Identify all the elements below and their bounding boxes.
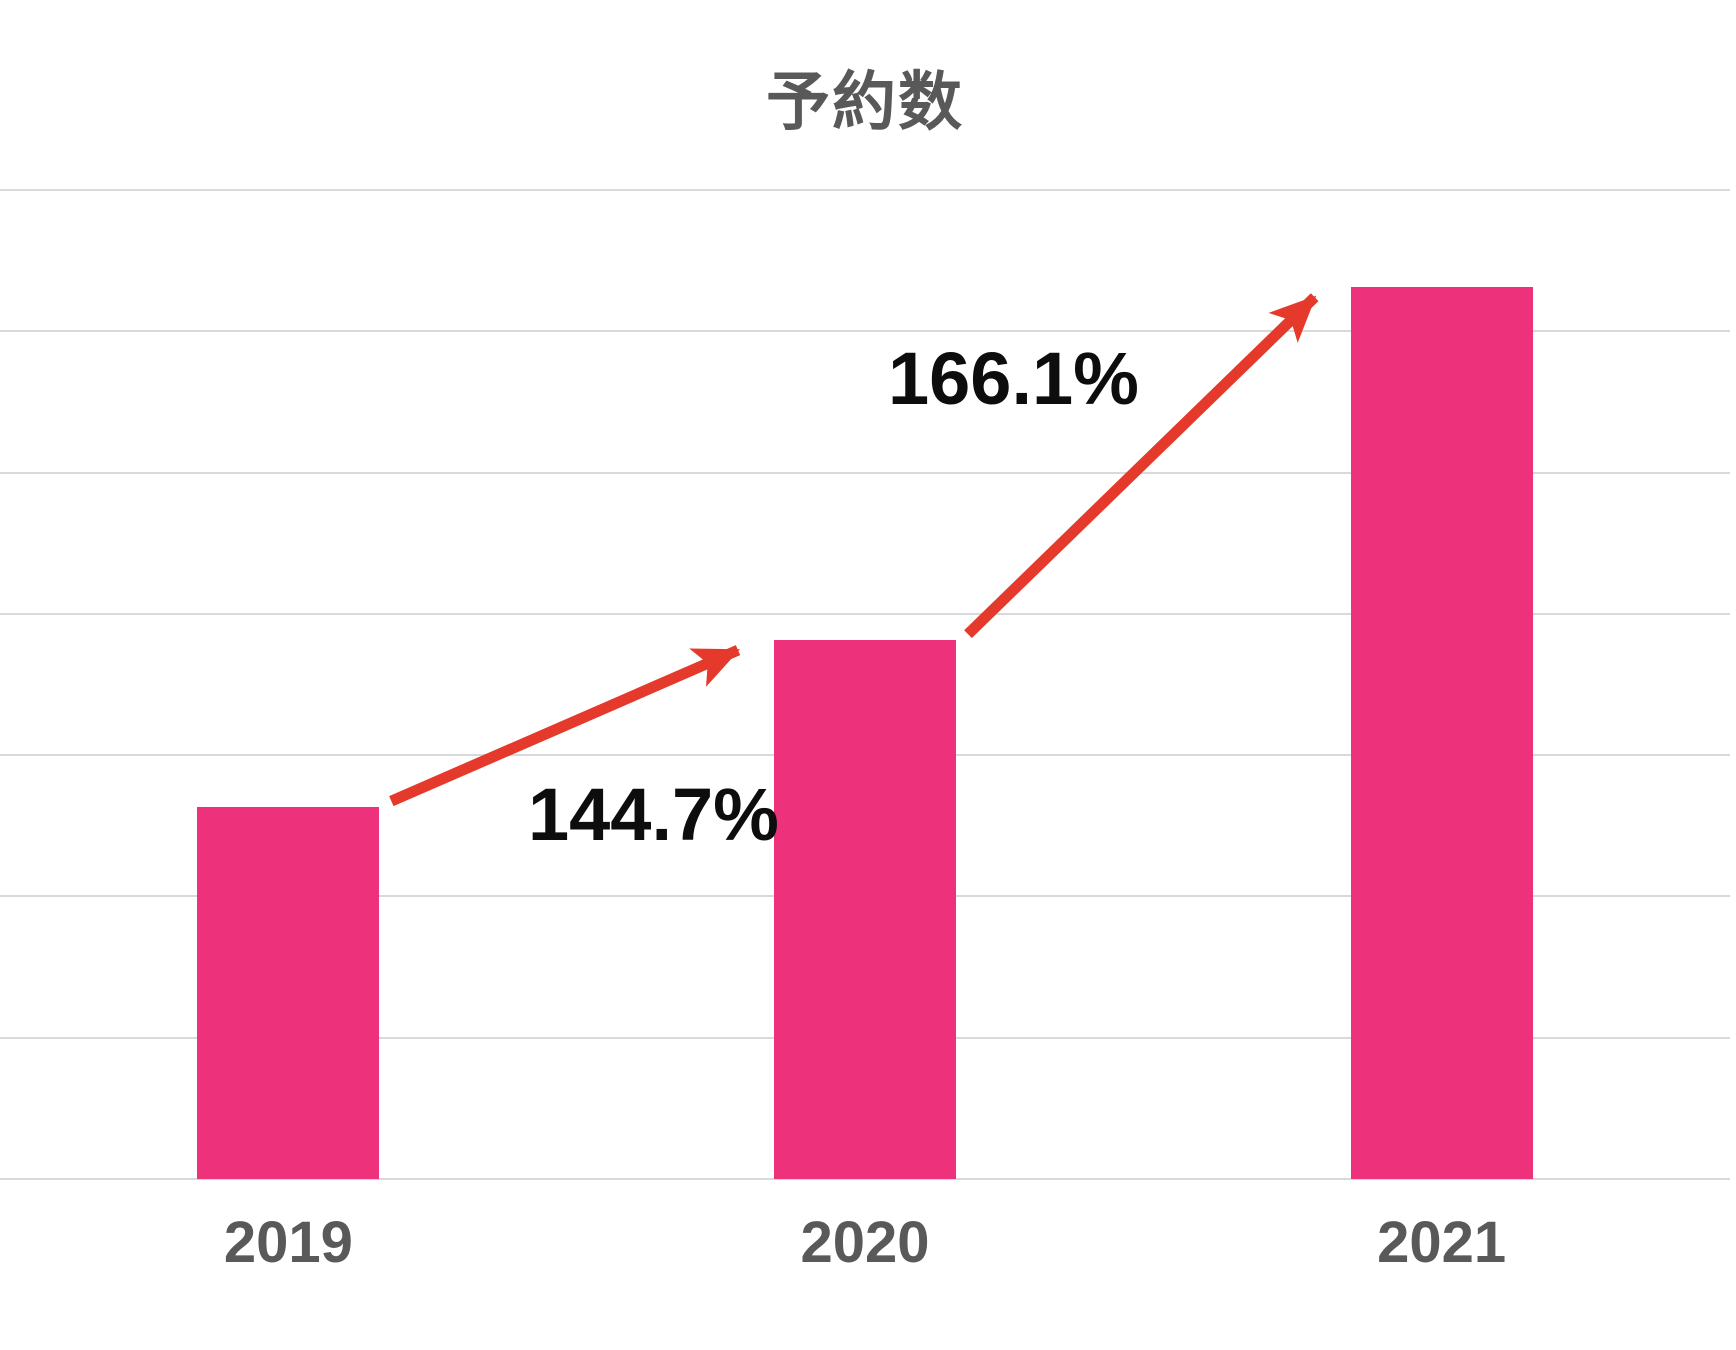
x-axis-baseline [0,1178,1730,1180]
chart-title: 予約数 [766,66,964,138]
x-axis-label-2020: 2020 [800,1210,930,1275]
x-axis-labels: 2019 2020 2021 [0,1214,1730,1284]
growth-label-2019-2020: 144.7% [528,773,779,856]
x-axis-label-2019: 2019 [223,1210,353,1275]
gridline [0,189,1730,191]
plot-area [0,189,1730,1180]
bar-2021 [1350,287,1533,1179]
gridline [0,330,1730,333]
bar-2019 [197,807,380,1179]
x-axis-label-2021: 2021 [1377,1210,1507,1275]
growth-label-2020-2021: 166.1% [888,337,1139,420]
bar-2020 [774,640,956,1179]
gridline [0,612,1730,615]
gridline [0,471,1730,474]
